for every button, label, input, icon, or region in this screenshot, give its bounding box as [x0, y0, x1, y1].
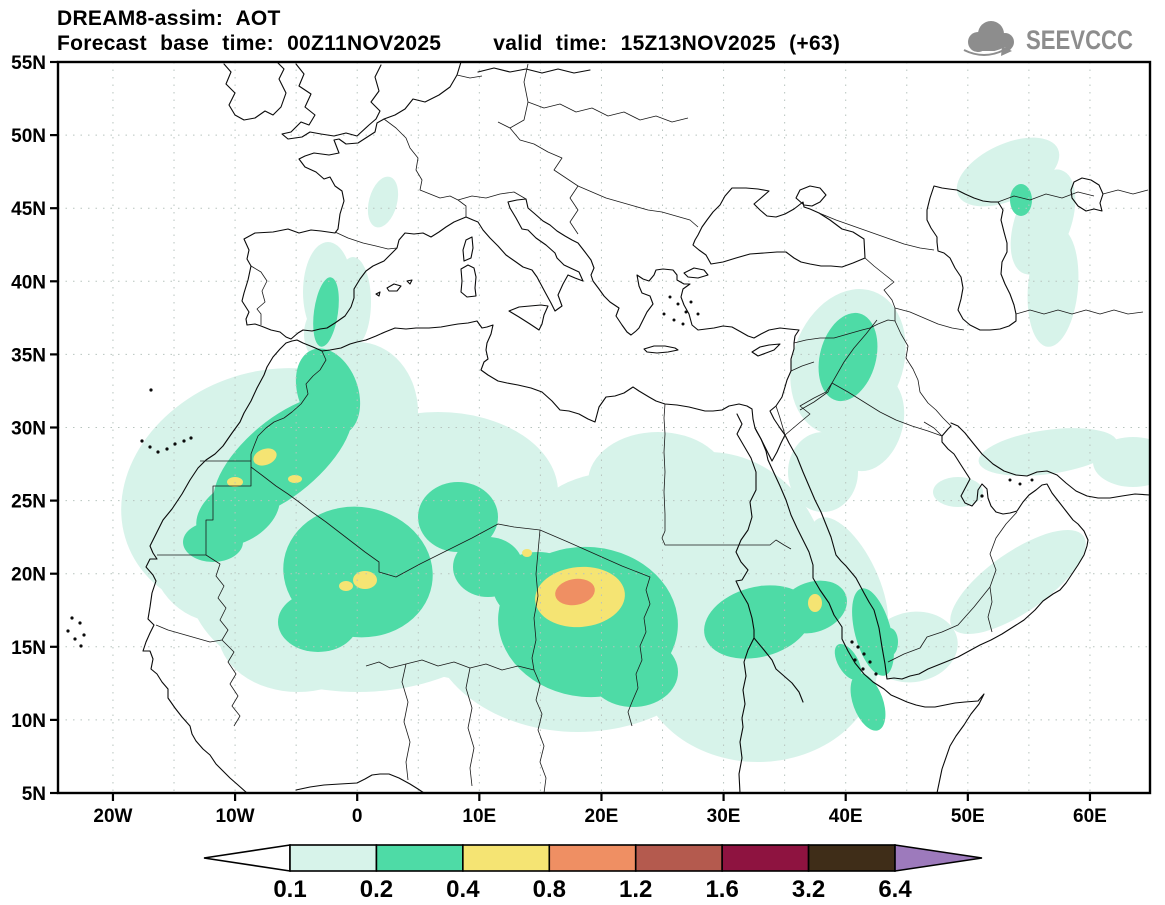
x-tick-label: 30E [707, 806, 741, 827]
colorbar-segment [290, 845, 376, 871]
x-tick-label: 10E [462, 806, 496, 827]
colorbar-tick-label: 0.2 [360, 876, 393, 903]
colorbar-over-arrow [895, 845, 982, 871]
map-plot: 20W 10W 0 10E 20E 30E 40E 50E 60E 55N 50N 45N 40N 35N… [0, 0, 1165, 905]
plot-header: DREAM8-assim: AOT Forecast base time: 00… [57, 6, 840, 56]
colorbar-tick-label: 0.1 [273, 876, 306, 903]
colorbar-segment [636, 845, 722, 871]
x-tick-label: 0 [352, 806, 363, 827]
logo-text: SEEVCCC [1026, 25, 1133, 56]
colorbar-tick-label: 1.6 [705, 876, 738, 903]
x-tick-label: 60E [1073, 806, 1107, 827]
y-tick-label: 45N [11, 199, 46, 220]
colorbar-segment [809, 845, 895, 871]
y-tick-label: 55N [11, 53, 46, 74]
colorbar-segment [549, 845, 635, 871]
x-tick-label: 10W [216, 806, 255, 827]
y-tick-label: 20N [11, 565, 46, 586]
y-tick-label: 15N [11, 638, 46, 659]
colorbar-segment [722, 845, 808, 871]
colorbar-legend: 0.1 0.2 0.4 0.8 1.2 1.6 3.2 6.4 [204, 845, 982, 903]
y-tick-label: 5N [22, 784, 46, 805]
colorbar-tick-label: 3.2 [792, 876, 825, 903]
map-canvas [58, 62, 1165, 793]
colorbar-tick-label: 1.2 [619, 876, 652, 903]
valid-time-label: valid time: 15Z13NOV2025 (+63) [493, 31, 840, 56]
forecast-map-page: { "header": { "title_line1": "DREAM8-ass… [0, 0, 1165, 905]
x-tick-label: 40E [829, 806, 863, 827]
forecast-base-time-label: Forecast base time: 00Z11NOV2025 [57, 31, 441, 56]
colorbar-tick-label: 0.8 [533, 876, 566, 903]
y-tick-label: 25N [11, 492, 46, 513]
y-tick-label: 30N [11, 419, 46, 440]
page-title: DREAM8-assim: AOT [57, 6, 840, 31]
colorbar-tick-label: 0.4 [446, 876, 480, 903]
seevccc-logo: SEEVCCC [958, 18, 1157, 62]
colorbar-tick-label: 6.4 [878, 876, 912, 903]
x-tick-label: 20W [93, 806, 132, 827]
colorbar-under-arrow [204, 845, 290, 871]
x-tick-label: 50E [951, 806, 985, 827]
y-tick-label: 50N [11, 126, 46, 147]
x-tick-label: 20E [585, 806, 619, 827]
y-tick-label: 40N [11, 272, 46, 293]
colorbar-segment [376, 845, 462, 871]
y-tick-label: 10N [11, 711, 46, 732]
cloud-arrow-icon [958, 18, 1020, 62]
y-tick-label: 35N [11, 345, 46, 366]
colorbar-segment [463, 845, 549, 871]
